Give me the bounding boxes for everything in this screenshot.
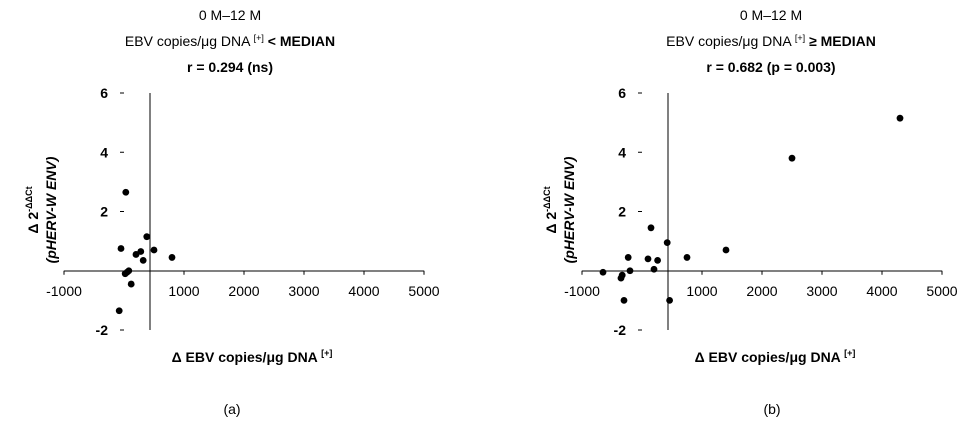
svg-text:(pHERV-W ENV): (pHERV-W ENV) [561,156,577,263]
x-tick-label: 1000 [168,283,199,299]
x-tick-label: 5000 [408,283,439,299]
data-point [618,271,626,279]
data-point [650,265,658,273]
panel-label: (b) [763,401,780,417]
x-tick-label: 5000 [926,283,957,299]
data-point [143,233,151,241]
data-point [168,254,176,261]
data-point [654,256,661,264]
data-point [896,114,904,122]
data-point [663,239,671,247]
x-tick-label: 3000 [806,283,837,299]
data-point [150,246,158,254]
scatter-points [599,114,904,304]
y-tick-label: 6 [100,85,108,101]
y-tick-label: 2 [618,204,626,220]
y-axis-label: Δ 2-ΔΔCt (pHERV-W ENV) [24,156,59,263]
chart-title-line3: r = 0.682 (p = 0.003) [706,59,835,75]
y-tick-label: 4 [618,144,626,160]
x-tick-label: 1000 [686,283,717,299]
data-point [683,254,691,261]
data-point [644,255,652,263]
data-point [139,256,147,264]
svg-text:Δ 2-ΔΔCt: Δ 2-ΔΔCt [24,186,41,233]
chart-title-line2: EBV copies/μg DNA [+] < MEDIAN [125,33,335,49]
data-point [137,248,145,255]
y-tick-label: 4 [100,144,108,160]
x-tick-label: 4000 [348,283,379,299]
data-point [122,188,130,196]
data-point [722,246,730,254]
x-axis-label: Δ EBV copies/μg DNA [+] [172,348,333,365]
scatter-points [115,188,176,315]
chart-title-line2: EBV copies/μg DNA [+] ≥ MEDIAN [666,33,876,49]
data-point [599,268,607,276]
chart-title-line1: 0 M–12 M [740,7,802,23]
x-tick-label: -1000 [46,283,82,299]
data-point [788,154,796,162]
chart-title-line3: r = 0.294 (ns) [187,59,273,75]
y-tick-label: 6 [618,85,626,101]
data-point [121,270,129,278]
data-point [666,296,673,304]
x-tick-label: 4000 [866,283,897,299]
data-point [127,280,135,288]
x-tick-label: 3000 [288,283,319,299]
data-point [115,307,123,315]
y-tick-label: -2 [96,322,109,338]
chart-panel-b: 0 M–12 M EBV copies/μg DNA [+] ≥ MEDIAN … [542,7,957,417]
data-point [117,245,125,252]
chart-title-line1: 0 M–12 M [199,7,261,23]
y-tick-label: -2 [614,322,627,338]
svg-text:Δ 2-ΔΔCt: Δ 2-ΔΔCt [542,186,559,233]
tick-group: -1000 1000 2000 3000 4000 5000 -2 2 4 6 [564,85,957,338]
tick-group: -1000 1000 2000 3000 4000 5000 -2 2 4 6 [46,85,440,338]
y-axis-label: Δ 2-ΔΔCt (pHERV-W ENV) [542,156,577,263]
x-tick-label: -1000 [564,283,600,299]
svg-text:(pHERV-W ENV): (pHERV-W ENV) [43,156,59,263]
data-point [647,224,655,232]
data-point [626,267,634,275]
y-tick-label: 2 [100,204,108,220]
x-axis-label: Δ EBV copies/μg DNA [+] [695,348,856,365]
x-tick-label: 2000 [228,283,259,299]
data-point [620,296,628,304]
x-tick-label: 2000 [746,283,777,299]
chart-panel-a: 0 M–12 M EBV copies/μg DNA [+] < MEDIAN … [24,7,440,417]
panel-label: (a) [223,401,240,417]
data-point [624,254,632,261]
